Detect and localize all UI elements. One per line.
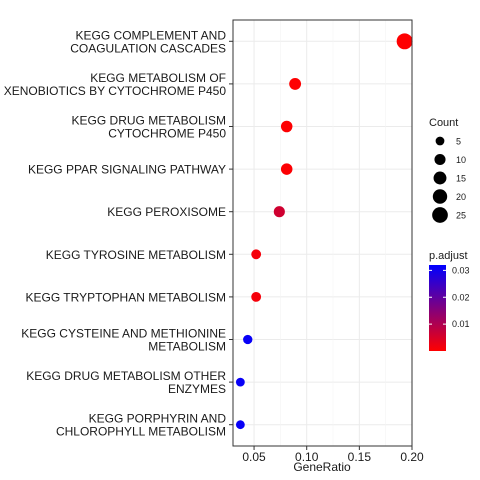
color-legend-label: 0.01: [452, 319, 470, 329]
category-label: CYTOCHROME P450: [108, 127, 226, 141]
category-label: KEGG METABOLISM OF: [90, 71, 226, 85]
category-label: KEGG DRUG METABOLISM OTHER: [26, 369, 226, 383]
size-legend-label: 20: [456, 192, 466, 202]
size-legend-label: 15: [456, 174, 466, 184]
category-label: KEGG PORPHYRIN AND: [89, 412, 227, 426]
size-legend-label: 25: [456, 211, 466, 221]
size-legend-key: [434, 153, 446, 166]
color-legend: p.adjust 0.03 0.02 0.01: [429, 250, 470, 351]
category-label: XENOBIOTICS BY CYTOCHROME P450: [4, 84, 227, 98]
category-label: COAGULATION CASCADES: [70, 41, 226, 55]
category-label: KEGG TRYPTOPHAN METABOLISM: [26, 290, 227, 304]
data-point: [235, 377, 245, 387]
color-legend-title: p.adjust: [429, 250, 468, 262]
category-label: KEGG COMPLEMENT AND: [76, 28, 227, 42]
category-label: KEGG CYSTEINE AND METHIONINE: [21, 327, 226, 341]
data-point: [280, 120, 293, 133]
grid-major: [233, 20, 413, 446]
size-legend-label: 5: [456, 137, 461, 147]
category-label: ENZYMES: [168, 382, 226, 396]
data-point: [280, 163, 293, 175]
size-legend-key: [432, 189, 448, 204]
data-points: [235, 33, 413, 430]
data-point: [243, 334, 253, 345]
grid-minor: [280, 20, 386, 446]
category-label: KEGG PEROXISOME: [107, 205, 226, 219]
x-tick-label: 0.15: [348, 450, 372, 464]
data-point: [396, 33, 413, 50]
panel-background: [233, 20, 412, 446]
category-label: KEGG PPAR SIGNALING PATHWAY: [28, 163, 226, 177]
size-legend-key: [433, 171, 447, 185]
data-point: [289, 77, 302, 90]
size-legend: Count 5 10 15 20 25: [429, 117, 466, 223]
x-axis-title: GeneRatio: [293, 460, 351, 474]
x-axis-ticks: 0.05 0.10 0.15 0.20: [242, 446, 424, 464]
x-tick-label: 0.20: [400, 450, 424, 464]
data-point: [251, 249, 262, 260]
size-legend-label: 10: [456, 155, 466, 165]
size-legend-title: Count: [429, 117, 458, 129]
color-bar: [429, 265, 446, 351]
category-label: KEGG TYROSINE METABOLISM: [46, 248, 226, 262]
x-tick-label: 0.05: [242, 450, 266, 464]
category-label: KEGG DRUG METABOLISM: [72, 114, 226, 128]
data-point: [235, 420, 245, 430]
size-legend-key: [432, 207, 448, 223]
x-tick-label: 0.10: [295, 450, 319, 464]
category-label: METABOLISM: [148, 340, 226, 354]
data-point: [273, 206, 285, 218]
color-legend-label: 0.02: [452, 292, 470, 302]
color-legend-label: 0.03: [452, 265, 470, 275]
category-label: CHLOROPHYLL METABOLISM: [56, 425, 226, 439]
data-point: [251, 291, 262, 302]
panel-border: [232, 19, 413, 447]
size-legend-key: [435, 136, 445, 146]
